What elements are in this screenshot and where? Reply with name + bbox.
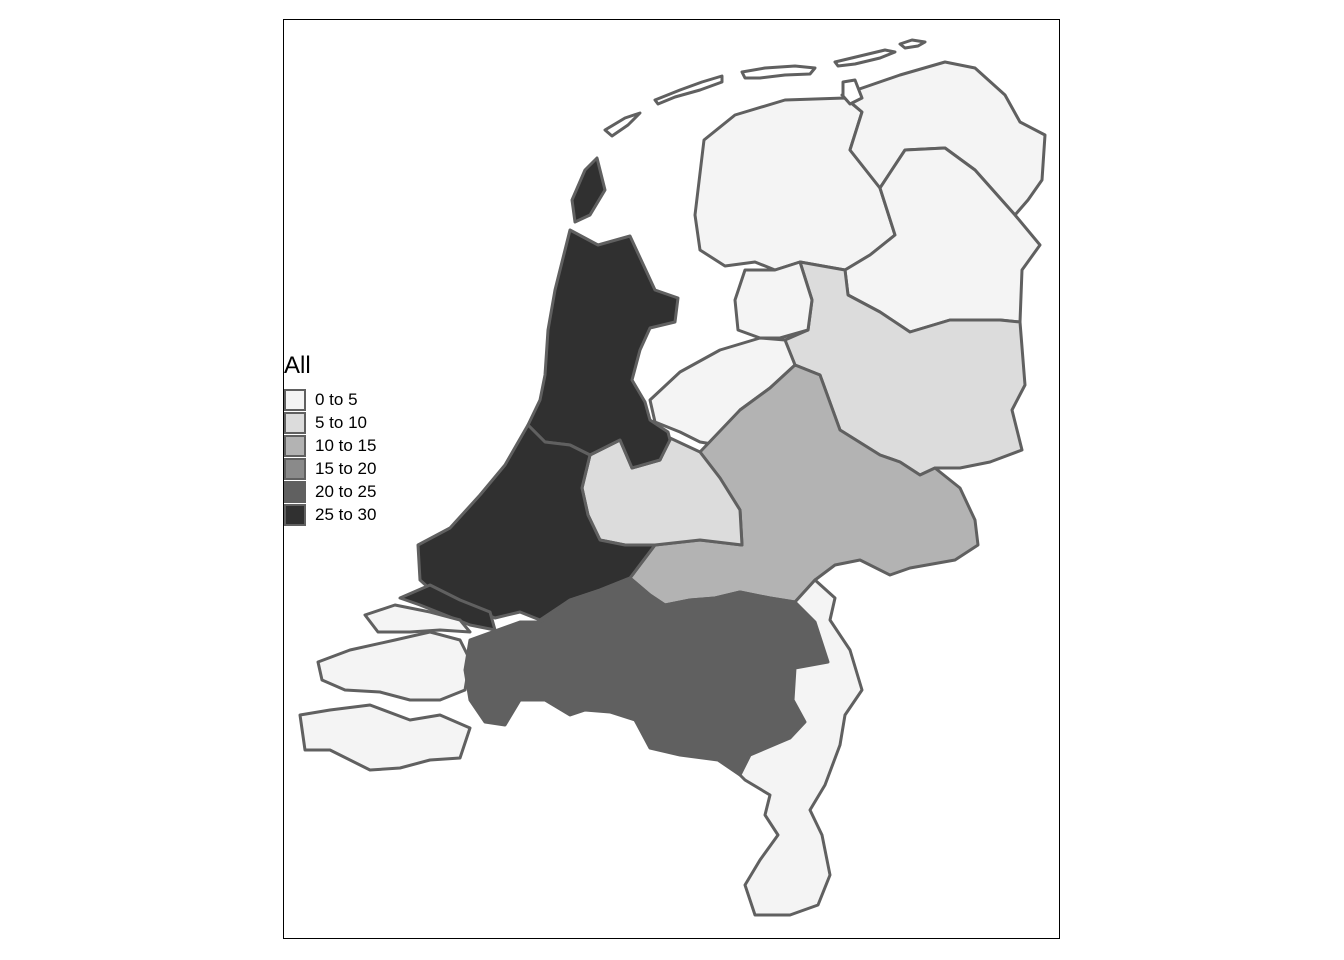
- legend-item: 10 to 15: [284, 434, 376, 457]
- legend-title: All: [284, 352, 311, 379]
- legend-swatch: [284, 411, 306, 434]
- legend-label: 25 to 30: [315, 504, 377, 524]
- legend-item: 0 to 5: [284, 388, 376, 411]
- region-flevoland-nop: [733, 260, 814, 340]
- wadden-island: [653, 74, 724, 106]
- region-texel: [570, 156, 607, 224]
- region-noord-holland: [526, 228, 680, 470]
- legend-swatch: [284, 434, 306, 457]
- map-frame: [283, 19, 1060, 939]
- legend-swatch: [284, 388, 306, 411]
- region-groningen: [840, 60, 1047, 217]
- wadden-island: [833, 48, 897, 68]
- wadden-island: [898, 38, 927, 50]
- region-zeeland-north: [316, 630, 472, 702]
- legend-label: 15 to 20: [315, 458, 377, 478]
- legend-label: 10 to 15: [315, 435, 377, 455]
- wadden-island: [740, 64, 817, 80]
- region-limburg: [738, 578, 864, 917]
- legend-swatch: [284, 503, 306, 526]
- legend-item: 5 to 10: [284, 411, 376, 434]
- region-zeeland: [298, 703, 472, 772]
- legend-item: 20 to 25: [284, 480, 376, 503]
- region-zeeland-upper: [363, 603, 472, 634]
- legend-label: 5 to 10: [315, 412, 367, 432]
- legend-swatch: [284, 457, 306, 480]
- map-legend: All 0 to 5 5 to 10 10 to 15 15 to 20 20 to 2…: [284, 352, 376, 526]
- legend-swatch: [284, 480, 306, 503]
- legend-label: 0 to 5: [315, 389, 358, 409]
- wadden-island: [841, 78, 864, 106]
- legend-item: 15 to 20: [284, 457, 376, 480]
- wadden-island: [603, 111, 642, 138]
- legend-label: 20 to 25: [315, 481, 377, 501]
- legend-item: 25 to 30: [284, 503, 376, 526]
